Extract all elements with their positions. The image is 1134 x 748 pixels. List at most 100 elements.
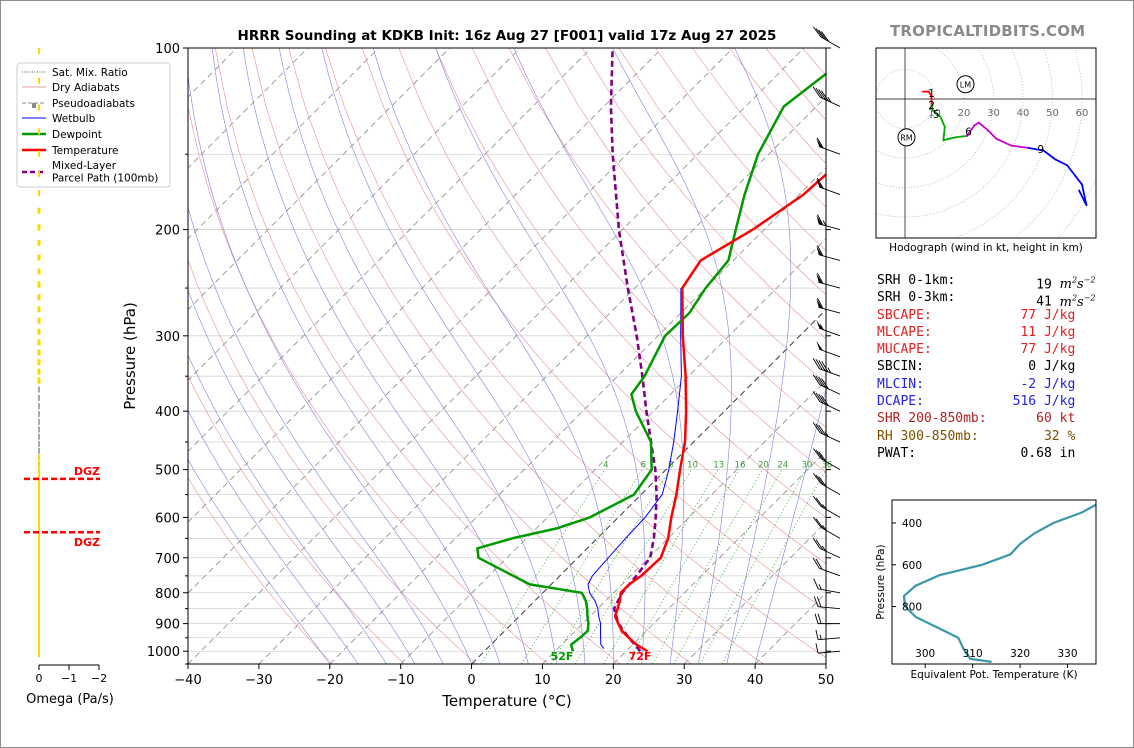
theta-e-plot [902, 503, 1096, 663]
barb-shaft [820, 483, 841, 495]
barb-flag [815, 359, 823, 370]
isotherm-line [188, 48, 450, 311]
isotherm-line [188, 48, 734, 594]
wind-barb [812, 422, 841, 443]
hodograph-segment [995, 137, 1013, 147]
mixing-ratio-line [721, 469, 826, 664]
theta-e-y-tick-label: 800 [902, 602, 922, 614]
hodograph-ring-label: 50 [1046, 108, 1059, 119]
dry-adiabat [188, 477, 333, 664]
surface-temperature-label: 72F [629, 650, 652, 663]
hodograph-ring-label: 30 [987, 108, 1000, 119]
barb-flag [818, 89, 827, 101]
freezing-isotherm [471, 308, 826, 664]
hodograph-frame [875, 47, 1097, 239]
barb-flag [818, 424, 827, 436]
barb-shaft [819, 432, 841, 443]
surface-dewpoint-label: 52F [551, 650, 574, 663]
y-tick-label: 700 [155, 552, 180, 567]
stat-row: DCAPE: 516 J/kg [877, 393, 1087, 410]
hodograph-segment [966, 124, 976, 137]
barb-shaft [818, 606, 841, 610]
dry-adiabat [581, 48, 826, 340]
stat-value: 41 m2s−2 [997, 293, 1096, 310]
barb-shaft [819, 96, 841, 107]
barb-flag [812, 473, 822, 484]
barb-flag [818, 376, 827, 388]
dry-adiabat [545, 48, 826, 384]
hodograph-ring [876, 48, 965, 159]
barb-shaft [818, 254, 841, 261]
isotherm-line [188, 48, 663, 523]
isotherm-line [258, 96, 826, 664]
dry-adiabat [325, 48, 826, 658]
wind-barb [812, 26, 841, 49]
barb-flag [821, 395, 829, 407]
barb-flag [817, 214, 824, 226]
dewpoint-line [476, 72, 826, 652]
theta-e-x-tick-label: 320 [1010, 648, 1030, 660]
hodograph-height-label: 9 [1037, 144, 1044, 156]
x-tick-label: 40 [747, 673, 764, 688]
barb-flag [816, 177, 824, 189]
barb-flag [815, 629, 819, 640]
y-tick-label: 200 [155, 224, 180, 239]
barb-flag [812, 422, 821, 433]
stat-value: 516 J/kg [997, 394, 1076, 410]
barb-flag [821, 90, 829, 102]
barb-flag [817, 613, 822, 624]
isotherm-line [188, 48, 521, 381]
stat-label: DCAPE: [877, 394, 924, 410]
legend-entry-pseudoadiabats: Pseudoadiabats [52, 98, 135, 110]
barb-shaft [819, 567, 841, 577]
barb-half-flag [819, 324, 824, 330]
barb-half-flag [821, 545, 827, 552]
hodograph-ring [876, 48, 1024, 218]
stat-value: 19 m2s−2 [997, 276, 1096, 293]
moist-adiabat [612, 48, 732, 664]
storm-motion-label: RM [900, 133, 913, 142]
skewt-background-lines [188, 48, 826, 664]
barb-half-flag [822, 504, 827, 510]
moist-adiabat [211, 48, 501, 664]
barb-flag [815, 423, 824, 435]
barb-shaft [818, 650, 841, 654]
hodograph-segment [954, 134, 968, 139]
x-tick-label: −30 [245, 673, 272, 688]
moist-adiabat [372, 48, 614, 664]
barb-flag [815, 375, 824, 387]
wind-barb [816, 214, 841, 231]
isotherm-line [188, 48, 592, 452]
barb-half-flag [827, 367, 832, 374]
stat-label: SBCIN: [877, 359, 924, 375]
y-tick-label: 900 [155, 618, 180, 633]
isotherm-line [329, 167, 826, 664]
stat-row: SBCIN: 0 J/kg [877, 358, 1087, 375]
y-tick-label: 300 [155, 330, 180, 345]
barb-flag [815, 643, 819, 654]
hodograph-ring-label: 20 [958, 108, 971, 119]
stat-value: 60 kt [997, 411, 1076, 427]
dry-adiabat [188, 375, 405, 664]
y-tick-label: 600 [155, 511, 180, 526]
omega-axis-label: Omega (Pa/s) [26, 692, 114, 707]
x-tick-label: 30 [676, 673, 693, 688]
x-axis-label: Temperature (°C) [441, 692, 571, 710]
storm-motion-marker [897, 128, 916, 147]
stat-row: MUCAPE: 77 J/kg [877, 341, 1087, 358]
hodograph-ring-label: 60 [1076, 108, 1089, 119]
dry-adiabat [251, 48, 692, 664]
hodograph-segment [939, 115, 946, 128]
mixing-ratio-line [673, 469, 783, 664]
moist-adiabat [513, 48, 685, 664]
mixing-ratio-line [480, 469, 606, 664]
barb-flag [818, 451, 827, 462]
mixing-ratio-label: 10 [687, 461, 698, 471]
barb-flag [821, 378, 829, 390]
barb-half-flag [822, 525, 827, 531]
stat-label: SBCAPE: [877, 307, 932, 323]
barb-shaft [819, 327, 841, 337]
hodograph-segment [1028, 147, 1045, 152]
wind-barb [814, 613, 840, 625]
moist-adiabat [188, 354, 387, 664]
